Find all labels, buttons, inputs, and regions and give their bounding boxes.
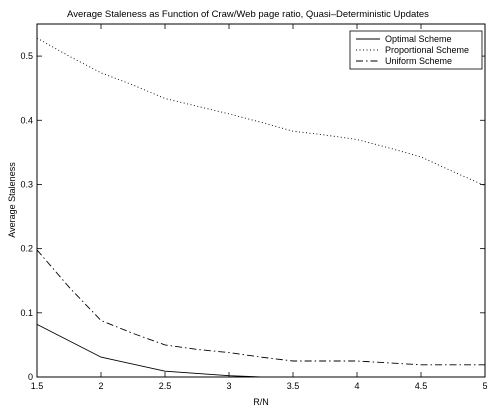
- y-tick-label-0: 0: [28, 372, 33, 382]
- y-tick-label-4: 0.4: [20, 115, 33, 125]
- y-axis-label: Average Staleness: [7, 162, 17, 238]
- series-line-2: [36, 249, 485, 366]
- x-tick-label-4: 3.5: [287, 381, 300, 391]
- x-tick-label-2: 2.5: [159, 381, 172, 391]
- legend-label-1: Proportional Scheme: [385, 45, 469, 55]
- x-axis-label: R/N: [253, 397, 269, 407]
- legend-box: [349, 30, 483, 70]
- x-tick-label-0: 1.5: [31, 381, 44, 391]
- x-tick-label-3: 3: [226, 381, 231, 391]
- x-tick-label-5: 4: [354, 381, 359, 391]
- plot-area: [36, 23, 486, 378]
- y-tick-label-2: 0.2: [20, 244, 33, 254]
- series-layer: [36, 37, 486, 378]
- series-line-1: [36, 37, 486, 187]
- y-tick-label-3: 0.3: [20, 179, 33, 189]
- y-tick-label-1: 0.1: [20, 308, 33, 318]
- x-tick-label-7: 5: [482, 381, 487, 391]
- series-line-0: [36, 323, 262, 378]
- x-tick-label-1: 2: [98, 381, 103, 391]
- legend-label-0: Optimal Scheme: [385, 34, 452, 44]
- y-tick-label-5: 0.5: [20, 51, 33, 61]
- legend-label-2: Uniform Scheme: [385, 56, 452, 66]
- x-ticks: 1.5 2 2.5 3 3.5 4 4.5 5: [31, 24, 488, 391]
- chart-title: Average Staleness as Function of Craw/We…: [67, 9, 429, 20]
- x-tick-label-6: 4.5: [415, 381, 428, 391]
- y-ticks: 0 0.1 0.2 0.3 0.4 0.5: [20, 51, 485, 382]
